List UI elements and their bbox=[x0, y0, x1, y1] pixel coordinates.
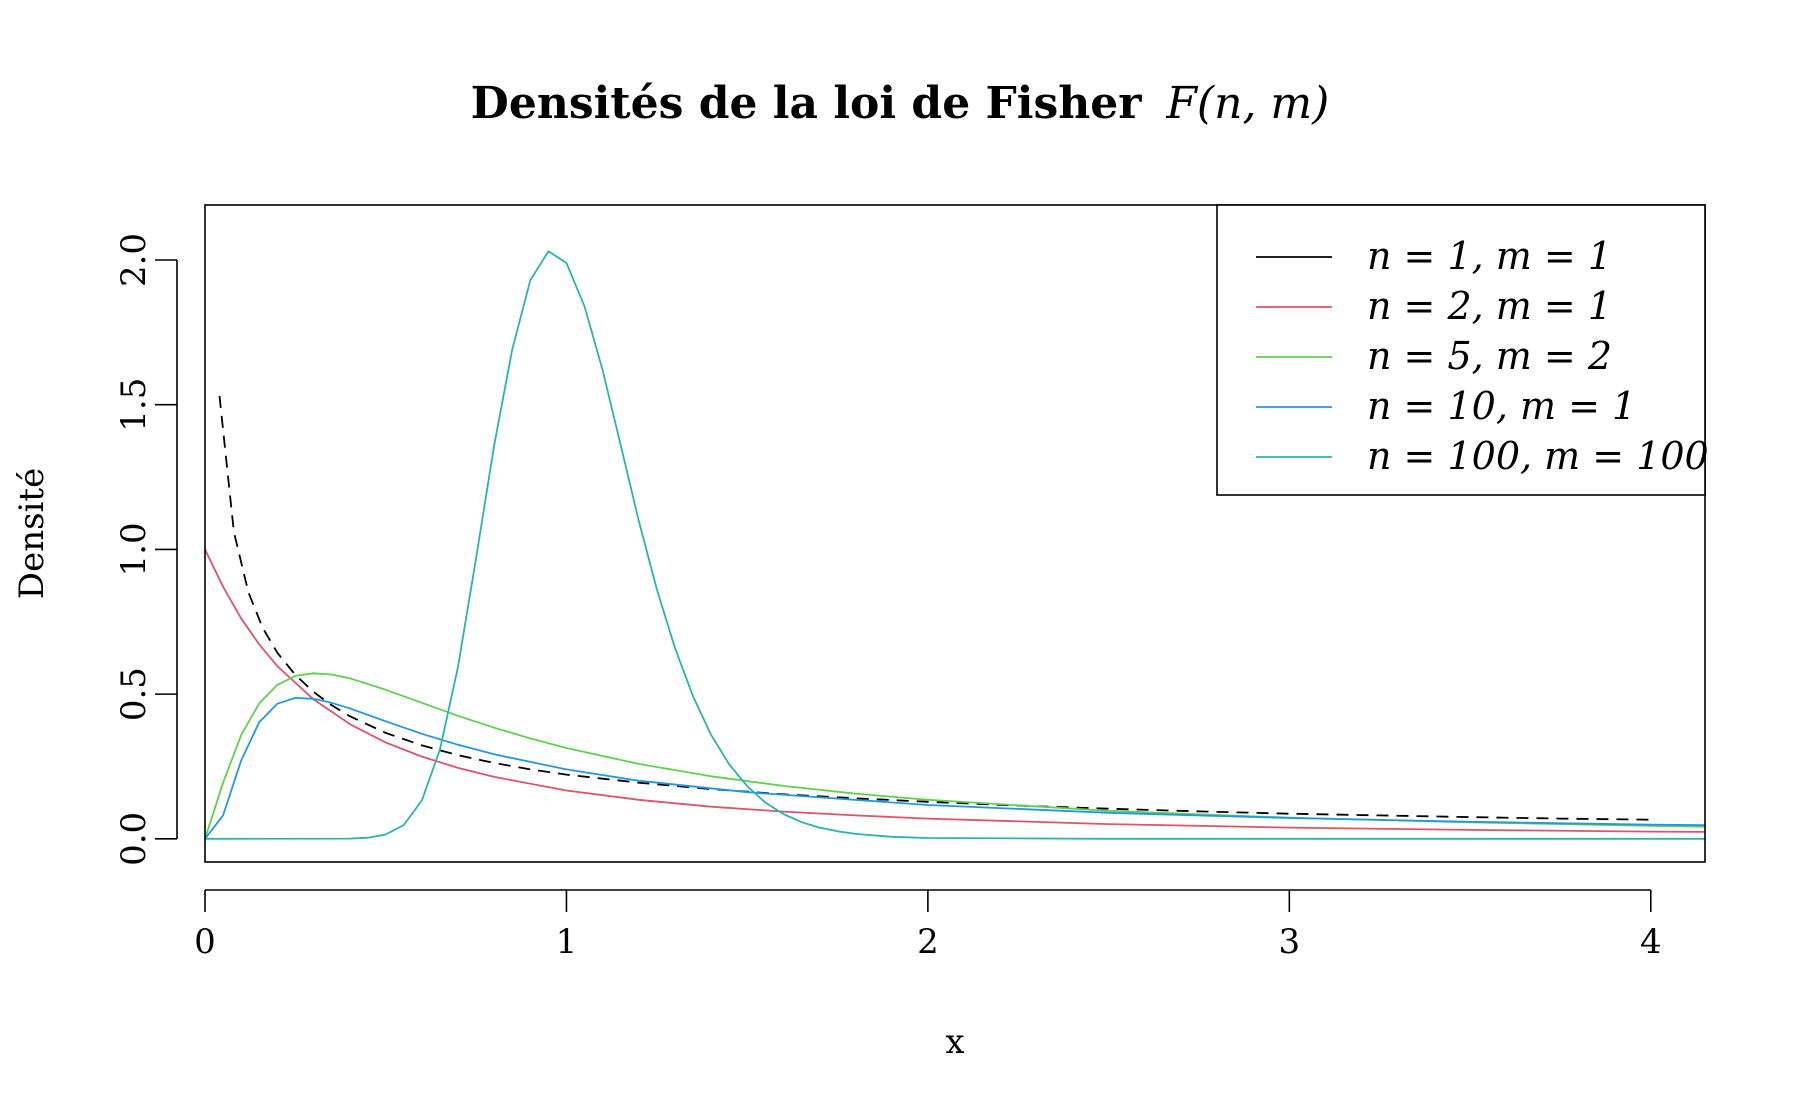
x-tick-label: 2 bbox=[917, 922, 939, 962]
series-line-1 bbox=[218, 395, 1651, 821]
legend-item: n = 5, m = 2 bbox=[1256, 334, 1612, 378]
legend-item: n = 1, m = 1 bbox=[1256, 234, 1612, 278]
x-tick-label: 1 bbox=[556, 922, 578, 962]
legend: n = 1, m = 1 n = 2, m = 1 n = 5, m = 2 n = … bbox=[1216, 204, 1709, 496]
series-line-2 bbox=[205, 549, 1705, 833]
chart-title-text: Densités de la loi de Fisher bbox=[471, 78, 1143, 129]
y-axis-label: Densité bbox=[12, 468, 52, 599]
legend-box bbox=[1216, 204, 1706, 496]
legend-label: n = 5, m = 2 bbox=[1367, 334, 1612, 378]
series-line-3 bbox=[205, 672, 1705, 840]
plot-area bbox=[205, 250, 1705, 840]
legend-label: n = 100, m = 100 bbox=[1367, 434, 1709, 478]
legend-label: n = 1, m = 1 bbox=[1367, 234, 1612, 278]
y-axis: 0.0 0.5 1.0 1.5 2.0 bbox=[114, 233, 178, 866]
x-tick-label: 3 bbox=[1279, 922, 1301, 962]
y-tick-label: 0.5 bbox=[114, 667, 154, 721]
legend-label: n = 10, m = 1 bbox=[1367, 384, 1636, 428]
plot-frame bbox=[204, 204, 1706, 863]
legend-item: n = 2, m = 1 bbox=[1256, 284, 1612, 328]
x-tick-label: 0 bbox=[194, 922, 216, 962]
legend-item: n = 100, m = 100 bbox=[1256, 434, 1709, 478]
series-line-5 bbox=[205, 250, 1705, 840]
y-tick-label: 2.0 bbox=[114, 233, 154, 287]
chart-title-math: F(n, m) bbox=[1165, 78, 1329, 129]
x-axis: 0 1 2 3 4 bbox=[194, 889, 1662, 962]
chart-title: Densités de la loi de Fisher F(n, m) bbox=[471, 78, 1330, 129]
y-tick-label: 1.0 bbox=[114, 522, 154, 576]
legend-label: n = 2, m = 1 bbox=[1367, 284, 1612, 328]
legend-item: n = 10, m = 1 bbox=[1256, 384, 1636, 428]
series-line-4 bbox=[205, 697, 1705, 840]
x-axis-label: x bbox=[945, 1022, 964, 1062]
x-tick-label: 4 bbox=[1640, 922, 1662, 962]
y-tick-label: 0.0 bbox=[114, 812, 154, 866]
y-tick-label: 1.5 bbox=[114, 378, 154, 432]
